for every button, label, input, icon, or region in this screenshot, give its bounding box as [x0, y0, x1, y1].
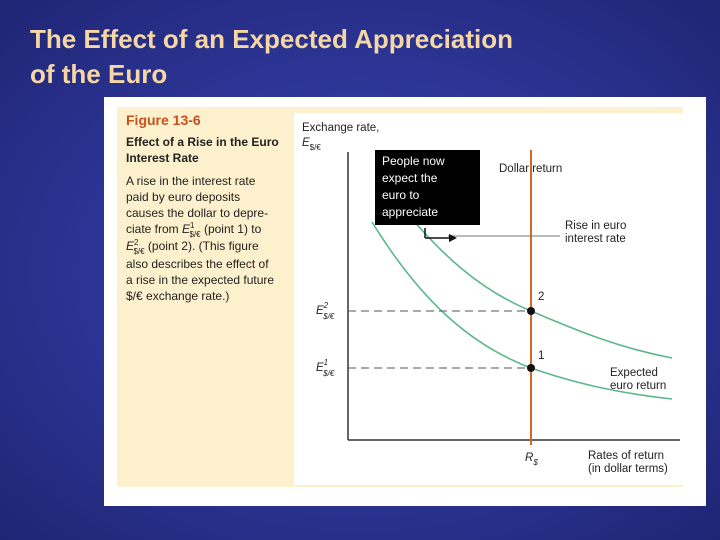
- figure-heading: Effect of a Rise in the Euro: [126, 135, 279, 149]
- slide-title: of the Euro: [30, 59, 167, 89]
- point-label: 2: [538, 291, 544, 303]
- callout-text: appreciate: [382, 205, 438, 219]
- caption: paid by euro deposits: [126, 190, 240, 204]
- e1-label: E1 $/€: [316, 358, 335, 378]
- x-axis-label: (in dollar terms): [588, 463, 668, 475]
- point-label: 1: [538, 350, 544, 362]
- figure-heading: Interest Rate: [126, 151, 199, 165]
- callout-text: euro to: [382, 188, 420, 202]
- caption: $/€ exchange rate.): [126, 289, 229, 303]
- expected-return-label: Expected: [610, 367, 658, 379]
- caption: A rise in the interest rate: [126, 174, 256, 188]
- callout-text: expect the: [382, 171, 438, 185]
- x-axis-label: Rates of return: [588, 450, 664, 462]
- diagram-area: [294, 113, 683, 485]
- r-dollar-label: R$: [525, 452, 538, 467]
- callout-text: People now: [382, 154, 445, 168]
- caption: also describes the effect of: [126, 257, 269, 271]
- expected-return-label: euro return: [610, 380, 666, 392]
- shift-label: Rise in euro: [565, 220, 626, 232]
- caption: E2 $/€ (point 2). (This figure: [126, 238, 259, 256]
- equilibrium-point: [527, 307, 535, 315]
- equilibrium-point: [527, 364, 535, 372]
- e2-label: E2 $/€: [316, 301, 335, 321]
- callout-box: [375, 150, 480, 225]
- caption: causes the dollar to depre-: [126, 206, 268, 220]
- y-axis-label: E$/€: [302, 137, 321, 152]
- caption: a rise in the expected future: [126, 273, 274, 287]
- y-axis-label: Exchange rate,: [302, 122, 379, 134]
- shift-label: interest rate: [565, 233, 626, 245]
- figure-label: Figure 13-6: [126, 112, 201, 128]
- dollar-return-label: Dollar return: [499, 163, 562, 175]
- shift-arrowhead: [449, 234, 457, 242]
- caption: ciate from E1 $/€ (point 1) to: [126, 221, 262, 239]
- slide-title: The Effect of an Expected Appreciation: [30, 24, 513, 54]
